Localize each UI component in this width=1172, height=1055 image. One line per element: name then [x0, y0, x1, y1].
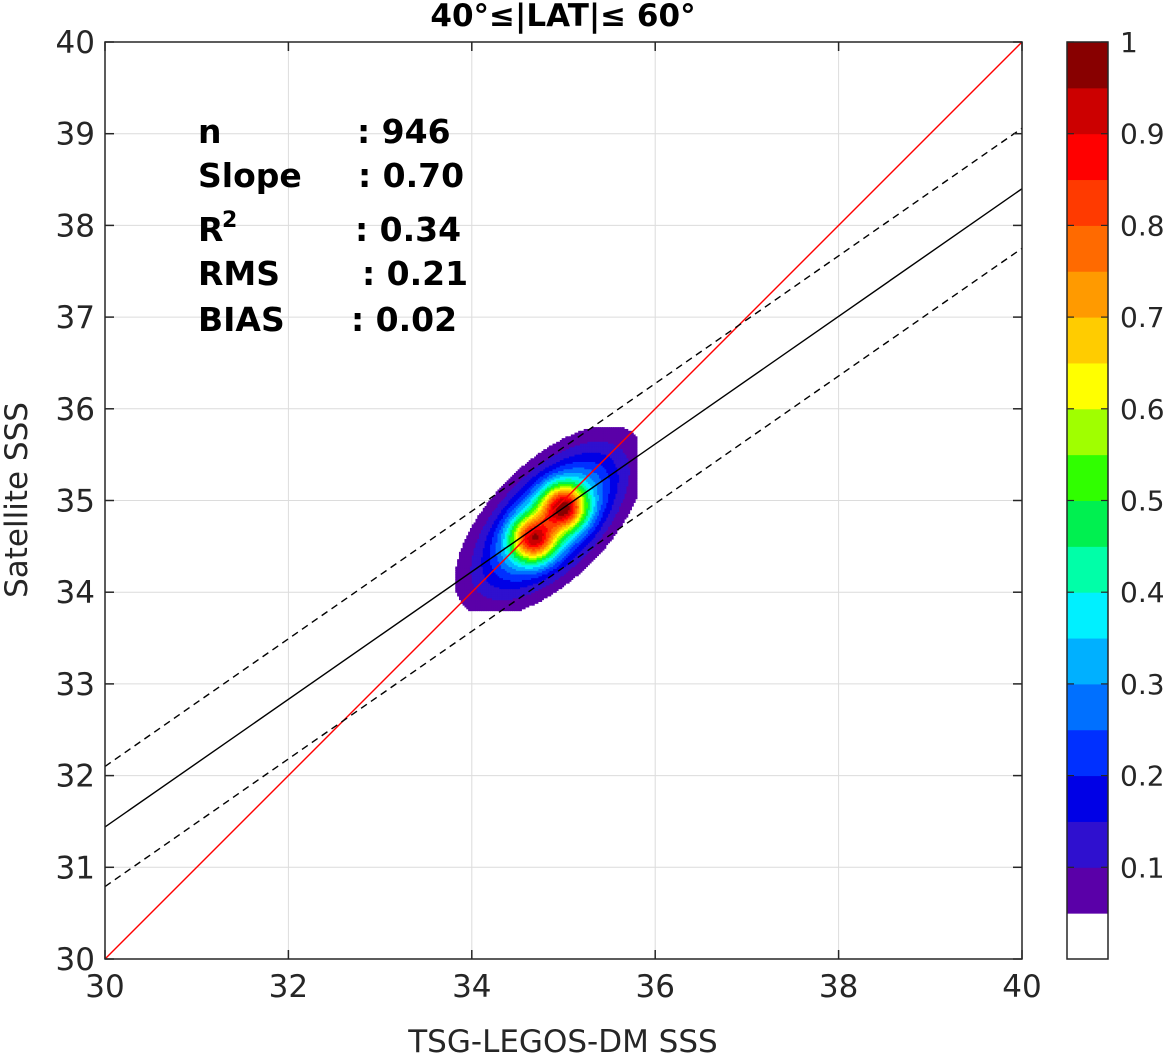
colorbar-segment: [1067, 88, 1108, 134]
colorbar-tick-label: 0.4: [1120, 576, 1165, 609]
x-tick-label: 32: [269, 969, 308, 1005]
y-tick-label: 32: [56, 759, 95, 795]
stats-key: RMS: [198, 254, 280, 293]
colorbar-segment: [1067, 546, 1108, 592]
colorbar-segment: [1067, 455, 1108, 501]
colorbar-segment: [1067, 363, 1108, 409]
colorbar-tick-label: 0.6: [1120, 393, 1165, 426]
colorbar-segment: [1067, 730, 1108, 776]
y-tick-label: 35: [56, 484, 95, 520]
y-tick-label: 37: [56, 300, 95, 336]
stats-key-superscript: 2: [222, 208, 237, 233]
x-tick-label: 38: [819, 969, 858, 1005]
stats-key: Slope: [198, 156, 302, 195]
y-tick-label: 39: [56, 117, 95, 153]
plot-title: 40°≤|LAT|≤ 60°: [430, 0, 695, 34]
stats-value: : 0.21: [362, 254, 468, 293]
colorbar-segment: [1067, 776, 1108, 822]
colorbar-segment: [1067, 42, 1108, 88]
colorbar-tick-label: 0.3: [1120, 668, 1165, 701]
colorbar-segment: [1067, 592, 1108, 638]
colorbar-segment: [1067, 180, 1108, 226]
y-tick-label: 36: [56, 392, 95, 428]
colorbar-segment: [1067, 867, 1108, 913]
colorbar-segment: [1067, 317, 1108, 363]
colorbar-segment: [1067, 134, 1108, 180]
colorbar-segment: [1067, 271, 1108, 317]
colorbar-segment: [1067, 684, 1108, 730]
colorbar-tick-label: 0.9: [1120, 118, 1165, 151]
x-tick-label: 40: [1002, 969, 1041, 1005]
y-tick-label: 31: [56, 850, 95, 886]
colorbar: 0.1 0.2 0.3 0.4 0.5 0.6 0.7 0.8 0.9 1: [1067, 26, 1165, 960]
y-tick-label: 33: [56, 667, 95, 703]
x-tick-label: 36: [635, 969, 674, 1005]
x-axis-label: TSG-LEGOS-DM SSS: [407, 1024, 717, 1055]
colorbar-tick-label: 0.1: [1120, 851, 1165, 884]
colorbar-tick-label: 0.5: [1120, 485, 1165, 518]
colorbar-segment: [1067, 501, 1108, 547]
y-tick-label: 34: [56, 575, 95, 611]
colorbar-tick-label: 0.8: [1120, 209, 1165, 242]
stats-value: : 0.02: [351, 300, 457, 339]
y-tick-label: 30: [56, 942, 95, 978]
stats-key: R: [198, 210, 223, 249]
colorbar-tick-label: 1: [1120, 26, 1138, 59]
colorbar-tick-label: 0.7: [1120, 301, 1165, 334]
stats-key: n: [198, 112, 222, 151]
stats-key: BIAS: [198, 300, 285, 339]
colorbar-segment: [1067, 821, 1108, 867]
y-tick-label: 38: [56, 208, 95, 244]
stats-value: : 946: [357, 112, 451, 151]
stats-value: : 0.34: [355, 210, 461, 249]
colorbar-segment: [1067, 638, 1108, 684]
stats-value: : 0.70: [358, 156, 464, 195]
colorbar-tick-label: 0.2: [1120, 760, 1165, 793]
x-tick-label: 34: [452, 969, 491, 1005]
y-tick-label: 40: [56, 25, 95, 61]
colorbar-segment: [1067, 913, 1108, 959]
y-axis-label: Satellite SSS: [0, 402, 35, 598]
colorbar-segment: [1067, 409, 1108, 455]
colorbar-segment: [1067, 225, 1108, 271]
